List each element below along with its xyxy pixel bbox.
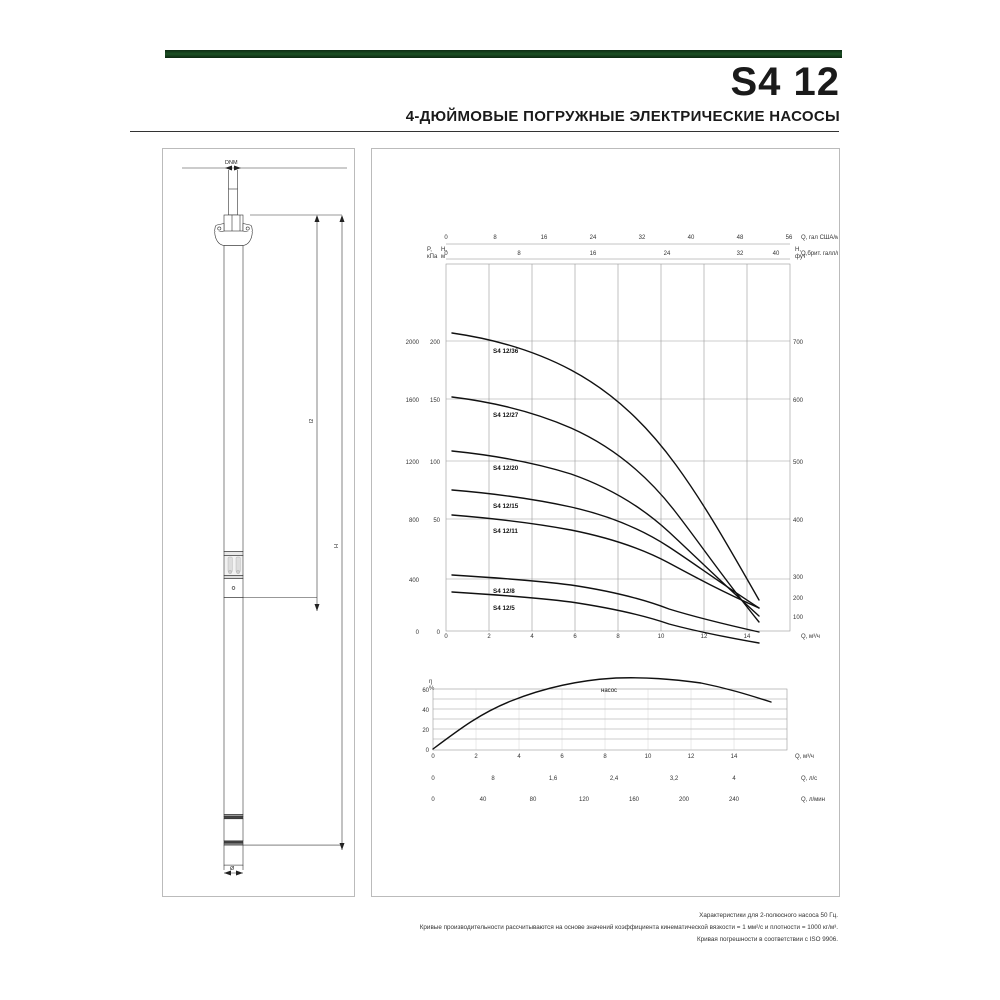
svg-text:2,4: 2,4 bbox=[610, 776, 619, 782]
svg-text:12: 12 bbox=[701, 634, 708, 640]
svg-text:800: 800 bbox=[409, 518, 420, 524]
svg-text:DNM: DNM bbox=[225, 160, 238, 166]
svg-text:S4 12/8: S4 12/8 bbox=[493, 588, 515, 595]
svg-text:H,: H, bbox=[441, 247, 447, 253]
svg-text:32: 32 bbox=[737, 251, 744, 257]
svg-text:0: 0 bbox=[431, 797, 435, 803]
svg-text:0: 0 bbox=[444, 235, 448, 241]
svg-text:56: 56 bbox=[786, 235, 793, 241]
svg-text:14: 14 bbox=[731, 754, 738, 760]
svg-text:10: 10 bbox=[658, 634, 665, 640]
svg-text:8: 8 bbox=[491, 776, 495, 782]
svg-text:0: 0 bbox=[431, 776, 435, 782]
svg-text:м: м bbox=[441, 254, 445, 260]
svg-text:6: 6 bbox=[560, 754, 564, 760]
svg-text:48: 48 bbox=[737, 235, 744, 241]
svg-text:24: 24 bbox=[590, 235, 597, 241]
svg-text:20: 20 bbox=[422, 728, 429, 734]
svg-text:Ø: Ø bbox=[230, 866, 235, 872]
svg-text:120: 120 bbox=[579, 797, 590, 803]
svg-text:8: 8 bbox=[517, 251, 521, 257]
svg-text:8: 8 bbox=[493, 235, 497, 241]
svg-text:2: 2 bbox=[487, 634, 491, 640]
svg-text:32: 32 bbox=[639, 235, 646, 241]
svg-text:500: 500 bbox=[793, 460, 804, 466]
svg-text:S4 12/5: S4 12/5 bbox=[493, 605, 515, 612]
svg-text:6: 6 bbox=[573, 634, 577, 640]
svg-text:1200: 1200 bbox=[406, 460, 420, 466]
svg-text:16: 16 bbox=[541, 235, 548, 241]
svg-text:400: 400 bbox=[409, 578, 420, 584]
svg-text:H,: H, bbox=[795, 247, 801, 253]
svg-text:700: 700 bbox=[793, 340, 804, 346]
svg-text:l2: l2 bbox=[309, 419, 315, 423]
svg-text:14: 14 bbox=[744, 634, 751, 640]
svg-text:0: 0 bbox=[416, 630, 420, 636]
svg-text:0: 0 bbox=[444, 634, 448, 640]
svg-text:2000: 2000 bbox=[406, 340, 420, 346]
svg-text:100: 100 bbox=[793, 615, 804, 621]
svg-text:200: 200 bbox=[430, 340, 441, 346]
svg-text:Q,брит. галл/мин: Q,брит. галл/мин bbox=[801, 251, 838, 257]
svg-text:3,2: 3,2 bbox=[670, 776, 679, 782]
svg-text:4: 4 bbox=[530, 634, 534, 640]
svg-text:400: 400 bbox=[793, 518, 804, 524]
svg-text:ŋ: ŋ bbox=[429, 679, 432, 685]
svg-text:S4 12/15: S4 12/15 bbox=[493, 503, 519, 510]
svg-text:40: 40 bbox=[688, 235, 695, 241]
svg-text:S4 12/27: S4 12/27 bbox=[493, 412, 519, 419]
svg-text:4: 4 bbox=[732, 776, 736, 782]
svg-text:200: 200 bbox=[679, 797, 690, 803]
svg-text:Q, м³/ч: Q, м³/ч bbox=[801, 634, 820, 640]
svg-text:H: H bbox=[334, 544, 340, 548]
svg-text:S4 12/11: S4 12/11 bbox=[493, 528, 518, 535]
svg-text:S4 12/36: S4 12/36 bbox=[493, 348, 519, 355]
svg-text:0: 0 bbox=[426, 748, 430, 754]
svg-text:1600: 1600 bbox=[406, 398, 420, 404]
svg-text:40: 40 bbox=[480, 797, 487, 803]
svg-text:8: 8 bbox=[603, 754, 607, 760]
svg-text:Q, гал США/мин: Q, гал США/мин bbox=[801, 235, 838, 241]
svg-text:10: 10 bbox=[645, 754, 652, 760]
svg-text:60: 60 bbox=[422, 688, 429, 694]
svg-text:0: 0 bbox=[431, 754, 435, 760]
svg-text:40: 40 bbox=[422, 708, 429, 714]
svg-text:160: 160 bbox=[629, 797, 640, 803]
svg-text:12: 12 bbox=[688, 754, 695, 760]
svg-text:фут: фут bbox=[795, 254, 806, 260]
svg-text:кПа: кПа bbox=[427, 254, 438, 260]
svg-text:P,: P, bbox=[427, 247, 432, 253]
svg-text:16: 16 bbox=[590, 251, 597, 257]
svg-text:0: 0 bbox=[437, 630, 441, 636]
svg-text:150: 150 bbox=[430, 398, 441, 404]
svg-text:Q, л/с: Q, л/с bbox=[801, 776, 817, 782]
svg-text:4: 4 bbox=[517, 754, 521, 760]
svg-text:Q, м³/ч: Q, м³/ч bbox=[795, 754, 814, 760]
svg-text:1,6: 1,6 bbox=[549, 776, 558, 782]
svg-text:Q, л/мин: Q, л/мин bbox=[801, 797, 825, 803]
svg-text:600: 600 bbox=[793, 398, 804, 404]
svg-text:S4 12/20: S4 12/20 bbox=[493, 465, 519, 472]
svg-text:2: 2 bbox=[474, 754, 478, 760]
svg-text:200: 200 bbox=[793, 596, 804, 602]
svg-text:8: 8 bbox=[616, 634, 620, 640]
svg-text:100: 100 bbox=[430, 460, 441, 466]
svg-text:40: 40 bbox=[773, 251, 780, 257]
svg-text:300: 300 bbox=[793, 575, 804, 581]
svg-text:насос: насос bbox=[601, 688, 617, 694]
svg-text:50: 50 bbox=[433, 518, 440, 524]
svg-text:80: 80 bbox=[530, 797, 537, 803]
svg-text:24: 24 bbox=[664, 251, 671, 257]
svg-text:240: 240 bbox=[729, 797, 740, 803]
